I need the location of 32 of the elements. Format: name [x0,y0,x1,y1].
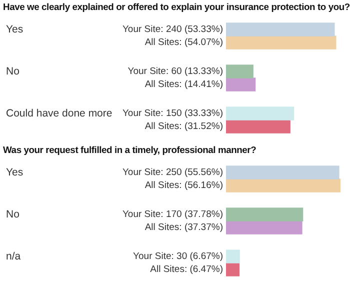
category-label: Yes [6,166,24,178]
bar [226,36,336,50]
bar [226,262,240,276]
data-label: Your Site: 170 (37.78%) [122,209,223,220]
data-label: All Sites: (14.41%) [144,79,223,90]
bar [226,178,341,192]
category-label: No [6,65,20,78]
data-label: Your Site: 30 (6.67%) [133,251,223,262]
data-label: Your Site: 150 (33.33%) [122,108,223,120]
bar [226,22,335,36]
data-label: All Sites: (37.37%) [144,222,223,234]
bar [226,250,240,264]
bar [226,78,256,92]
category-label: No [6,208,20,220]
category-label: Could have done more [6,107,112,120]
category-label: n/a [6,250,21,262]
bar [226,120,290,134]
bar [226,106,294,120]
bar [226,220,302,234]
data-label: All Sites: (56.16%) [144,180,223,192]
data-label: All Sites: (54.07%) [144,37,223,48]
category-label: Yes [6,23,24,36]
bar [226,64,254,78]
text: Was your request fulfilled in a timely, professional manner? [2,143,258,157]
data-label: All Sites: (31.52%) [144,121,223,132]
chart-title: Have we clearly explained or offered to explain your insurance protection to you? [2,0,350,14]
data-label: Your Site: 250 (55.56%) [122,167,223,178]
data-label: Your Site: 240 (53.33%) [122,24,223,36]
bar [226,166,340,180]
data-label: All Sites: (6.47%) [150,264,223,276]
data-label: Your Site: 60 (13.33%) [128,66,223,78]
bar [226,208,304,222]
